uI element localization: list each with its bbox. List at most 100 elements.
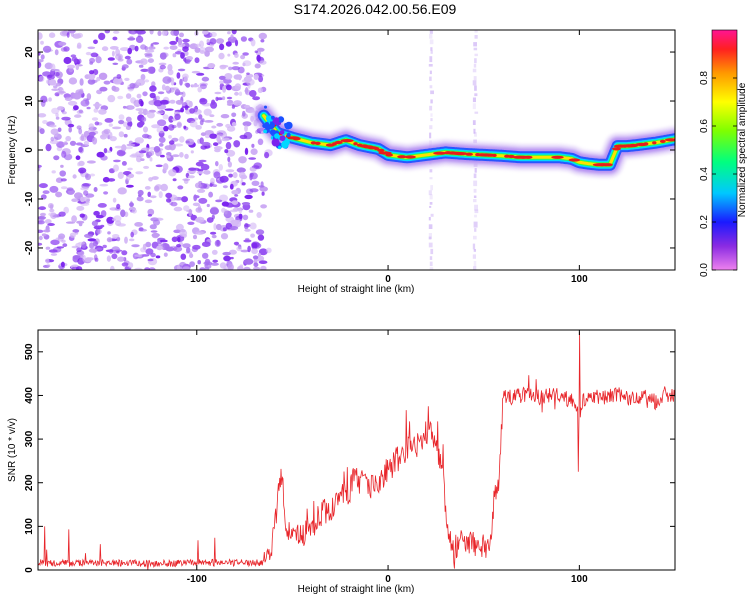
noise-blob bbox=[134, 267, 143, 270]
noise-blob bbox=[199, 98, 208, 105]
noise-blob bbox=[38, 164, 42, 168]
noise-blob bbox=[38, 215, 46, 220]
ridge-peak bbox=[603, 163, 613, 167]
noise-blob bbox=[110, 265, 115, 270]
noise-blob bbox=[250, 39, 256, 47]
interference-mark bbox=[474, 93, 478, 97]
noise-blob bbox=[55, 177, 63, 183]
noise-blob bbox=[177, 122, 182, 127]
noise-blob bbox=[194, 182, 202, 189]
colorbar-tick-label: 0.0 bbox=[699, 263, 710, 277]
noise-blob bbox=[82, 183, 92, 187]
noise-blob bbox=[197, 168, 204, 172]
noise-blob bbox=[121, 262, 129, 267]
noise-blob bbox=[248, 209, 254, 213]
noise-blob bbox=[151, 176, 159, 180]
noise-blob bbox=[103, 128, 111, 135]
ridge-onset-blob bbox=[263, 129, 267, 134]
noise-blob bbox=[84, 233, 93, 238]
ridge-peak bbox=[659, 139, 666, 143]
noise-blob bbox=[57, 127, 62, 133]
noise-blob bbox=[201, 118, 205, 123]
noise-blob bbox=[258, 260, 268, 265]
noise-blob bbox=[135, 35, 144, 44]
noise-blob bbox=[234, 53, 239, 58]
noise-blob bbox=[214, 239, 221, 247]
noise-blob bbox=[107, 57, 115, 61]
noise-blob bbox=[194, 57, 200, 64]
noise-blob bbox=[206, 217, 214, 223]
noise-blob bbox=[87, 257, 94, 261]
interference-mark bbox=[472, 254, 476, 259]
y-tick-label: -20 bbox=[24, 240, 35, 255]
noise-blob bbox=[49, 124, 57, 128]
noise-blob bbox=[62, 243, 68, 248]
noise-blob bbox=[149, 30, 154, 35]
noise-blob bbox=[243, 104, 251, 108]
interference-mark bbox=[429, 33, 433, 39]
noise-blob bbox=[164, 85, 171, 92]
noise-blob bbox=[93, 103, 102, 107]
noise-blob bbox=[78, 241, 86, 245]
noise-blob bbox=[71, 215, 77, 223]
noise-blob bbox=[63, 206, 69, 214]
noise-blob bbox=[145, 241, 152, 248]
noise-blob bbox=[206, 38, 210, 44]
interference-mark bbox=[472, 120, 476, 125]
noise-blob bbox=[102, 176, 110, 183]
noise-blob bbox=[96, 151, 105, 158]
interference-mark bbox=[428, 64, 433, 67]
noise-blob bbox=[185, 138, 195, 146]
noise-blob bbox=[258, 248, 268, 256]
noise-blob bbox=[257, 87, 263, 94]
noise-blob bbox=[176, 244, 182, 248]
noise-blob bbox=[204, 50, 210, 57]
snr-y-ticks: 0 100 200 300 400 500 bbox=[24, 343, 675, 573]
noise-blob bbox=[223, 255, 232, 262]
noise-blob bbox=[88, 123, 95, 129]
ridge-peak bbox=[665, 138, 675, 142]
x-tick-label: -100 bbox=[187, 274, 207, 285]
spectrogram-x-label: Height of straight line (km) bbox=[298, 284, 415, 295]
noise-blob bbox=[238, 74, 242, 81]
noise-blob bbox=[177, 185, 184, 190]
noise-blob bbox=[87, 238, 97, 242]
noise-blob bbox=[93, 240, 98, 247]
noise-blob bbox=[218, 75, 226, 80]
noise-blob bbox=[103, 148, 108, 154]
noise-blob bbox=[86, 160, 96, 164]
interference-mark bbox=[429, 39, 434, 45]
x-tick-label: 0 bbox=[385, 574, 391, 585]
noise-blob bbox=[177, 236, 181, 243]
noise-blob bbox=[174, 91, 184, 96]
noise-blob bbox=[55, 116, 60, 120]
spectrogram-noise-field bbox=[38, 30, 273, 270]
noise-blob bbox=[70, 54, 77, 58]
spectrogram-ridge bbox=[250, 102, 675, 178]
noise-blob bbox=[155, 255, 161, 259]
noise-blob bbox=[93, 39, 98, 45]
snr-y-label: SNR (10 * v/v) bbox=[7, 418, 18, 482]
interference-mark bbox=[473, 199, 477, 203]
noise-blob bbox=[149, 157, 153, 162]
noise-blob bbox=[214, 148, 221, 153]
noise-blob bbox=[38, 229, 44, 233]
noise-blob bbox=[79, 88, 84, 92]
noise-blob bbox=[243, 258, 254, 265]
noise-blob bbox=[92, 137, 98, 145]
noise-blob bbox=[124, 55, 131, 60]
noise-blob bbox=[156, 245, 163, 251]
y-tick-label: 10 bbox=[24, 95, 35, 107]
noise-blob bbox=[204, 120, 214, 123]
interference-mark bbox=[429, 169, 433, 173]
noise-blob bbox=[150, 252, 156, 258]
noise-blob bbox=[40, 40, 44, 45]
noise-blob bbox=[101, 46, 109, 52]
noise-blob bbox=[40, 213, 46, 217]
noise-blob bbox=[108, 248, 114, 254]
interference-mark bbox=[474, 168, 477, 173]
noise-blob bbox=[253, 73, 259, 80]
noise-blob bbox=[157, 30, 162, 36]
interference-mark bbox=[429, 70, 432, 75]
noise-blob bbox=[113, 159, 121, 163]
